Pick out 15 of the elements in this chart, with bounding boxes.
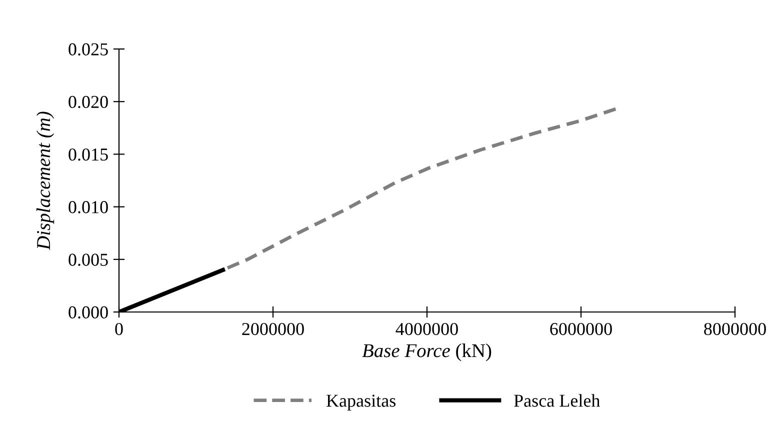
x-tick-label: 4000000: [396, 322, 458, 336]
y-tick-label: 0.005: [68, 254, 108, 266]
y-tick-label: 0.010: [68, 201, 108, 214]
y-axis-title: Displacement (m): [36, 112, 54, 250]
y-tick-label: 0.015: [68, 148, 108, 161]
legend-label: Pasca Leleh: [514, 394, 600, 407]
x-tick-label: 6000000: [550, 322, 612, 336]
x-tick-label: 0: [115, 322, 123, 336]
y-tick-label: 0.000: [68, 306, 108, 319]
y-tick-label: 0.020: [68, 96, 108, 108]
x-tick-label: 8000000: [704, 322, 766, 336]
legend-label: Kapasitas: [326, 394, 396, 410]
x-tick-label: 2000000: [242, 322, 304, 336]
x-axis-title: Base Force (kN): [362, 344, 492, 362]
y-tick-label: 0.025: [68, 43, 108, 56]
